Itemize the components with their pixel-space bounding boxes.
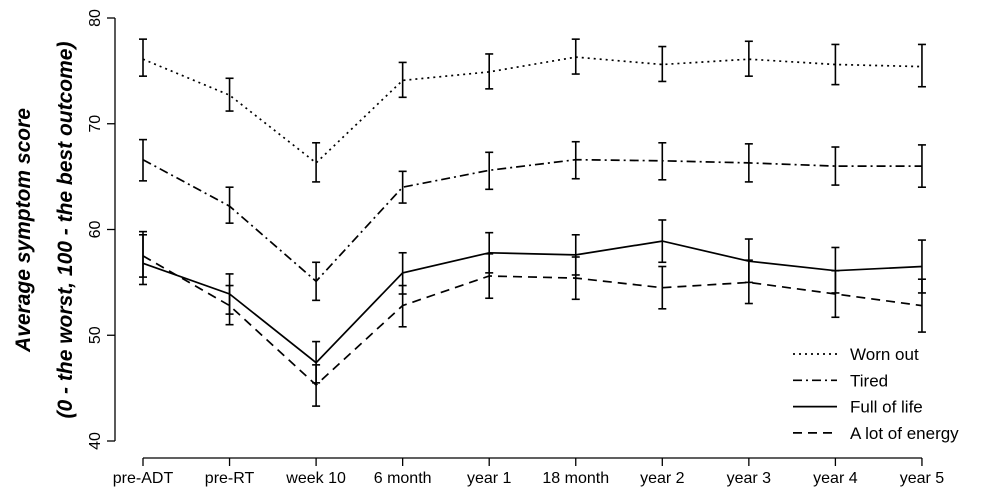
series-line-full-of-life <box>142 240 922 364</box>
x-tick-label-year-4: year 4 <box>813 470 858 487</box>
error-bar <box>225 186 234 224</box>
series-layer <box>139 38 926 407</box>
error-bar <box>312 364 321 407</box>
x-tick-label-year-3: year 3 <box>727 470 772 487</box>
error-bar <box>312 141 321 183</box>
legend-item-a-lot-of-energy: A lot of energy <box>793 424 959 443</box>
x-tick-label-year-1: year 1 <box>467 470 512 487</box>
y-axis-title-line-2: (0 - the worst, 100 - the best outcome) <box>54 42 77 419</box>
y-axis-title: Average symptom score (0 - the worst, 10… <box>12 42 77 419</box>
series-line-tired <box>142 158 922 283</box>
x-tick-label-pre-adt: pre-ADT <box>113 470 174 487</box>
legend-item-tired: Tired <box>793 371 888 390</box>
error-bar <box>398 284 407 328</box>
legend-label: A lot of energy <box>850 424 959 443</box>
x-tick-label-year-2: year 2 <box>640 470 685 487</box>
error-bar <box>139 138 147 182</box>
y-tick-label: 40 <box>87 432 104 450</box>
error-bar <box>485 253 494 300</box>
series-tired <box>139 138 926 302</box>
series-line-worn-out <box>142 56 922 165</box>
error-bar <box>571 140 580 180</box>
y-tick-label: 50 <box>87 326 104 344</box>
error-bar <box>658 219 667 264</box>
error-bar <box>571 38 580 75</box>
series-full-of-life <box>139 219 926 384</box>
y-axis: 40 50 60 70 80 <box>87 9 116 450</box>
y-tick-label: 80 <box>87 9 104 27</box>
legend-label: Tired <box>850 371 888 390</box>
legend-label: Worn out <box>850 345 919 364</box>
error-bar <box>917 43 926 88</box>
error-bar <box>831 43 840 86</box>
x-tick-label-year-5: year 5 <box>900 470 945 487</box>
y-tick-label: 70 <box>87 115 104 133</box>
series-a-lot-of-energy <box>139 233 926 407</box>
error-bar <box>485 151 494 191</box>
series-line-a-lot-of-energy <box>142 255 923 387</box>
error-bar <box>312 261 321 302</box>
legend-item-full-of-life: Full of life <box>793 398 923 417</box>
error-bar <box>398 61 407 99</box>
error-bar <box>139 233 147 278</box>
error-bar <box>744 143 753 183</box>
error-bar <box>831 269 840 319</box>
error-bar <box>658 45 667 83</box>
error-bar <box>917 144 926 188</box>
error-bar <box>225 284 234 326</box>
error-bar <box>571 256 580 301</box>
error-bar <box>744 259 753 305</box>
x-tick-label-18-month: 18 month <box>542 470 609 487</box>
y-axis-title-line-1: Average symptom score <box>12 108 35 353</box>
legend-item-worn-out: Worn out <box>793 345 919 364</box>
x-tick-label-week-10: week 10 <box>285 470 346 487</box>
error-bar <box>744 40 753 77</box>
legend-label: Full of life <box>850 398 923 417</box>
legend: Worn out Tired Full of life A lot of energy <box>793 345 959 443</box>
error-bar <box>917 278 926 333</box>
x-tick-label-6-month: 6 month <box>374 470 432 487</box>
error-bar <box>485 53 494 90</box>
error-bar <box>831 146 840 186</box>
error-bar <box>658 265 667 310</box>
series-worn-out <box>139 38 926 183</box>
error-bar <box>139 38 147 77</box>
y-tick-label: 60 <box>87 221 104 239</box>
error-bar <box>658 141 667 181</box>
error-bar <box>225 77 234 112</box>
x-tick-label-pre-rt: pre-RT <box>205 470 255 487</box>
x-axis: pre-ADT pre-RT week 10 6 month year 1 18 mont… <box>113 457 945 487</box>
error-bar <box>398 170 407 204</box>
